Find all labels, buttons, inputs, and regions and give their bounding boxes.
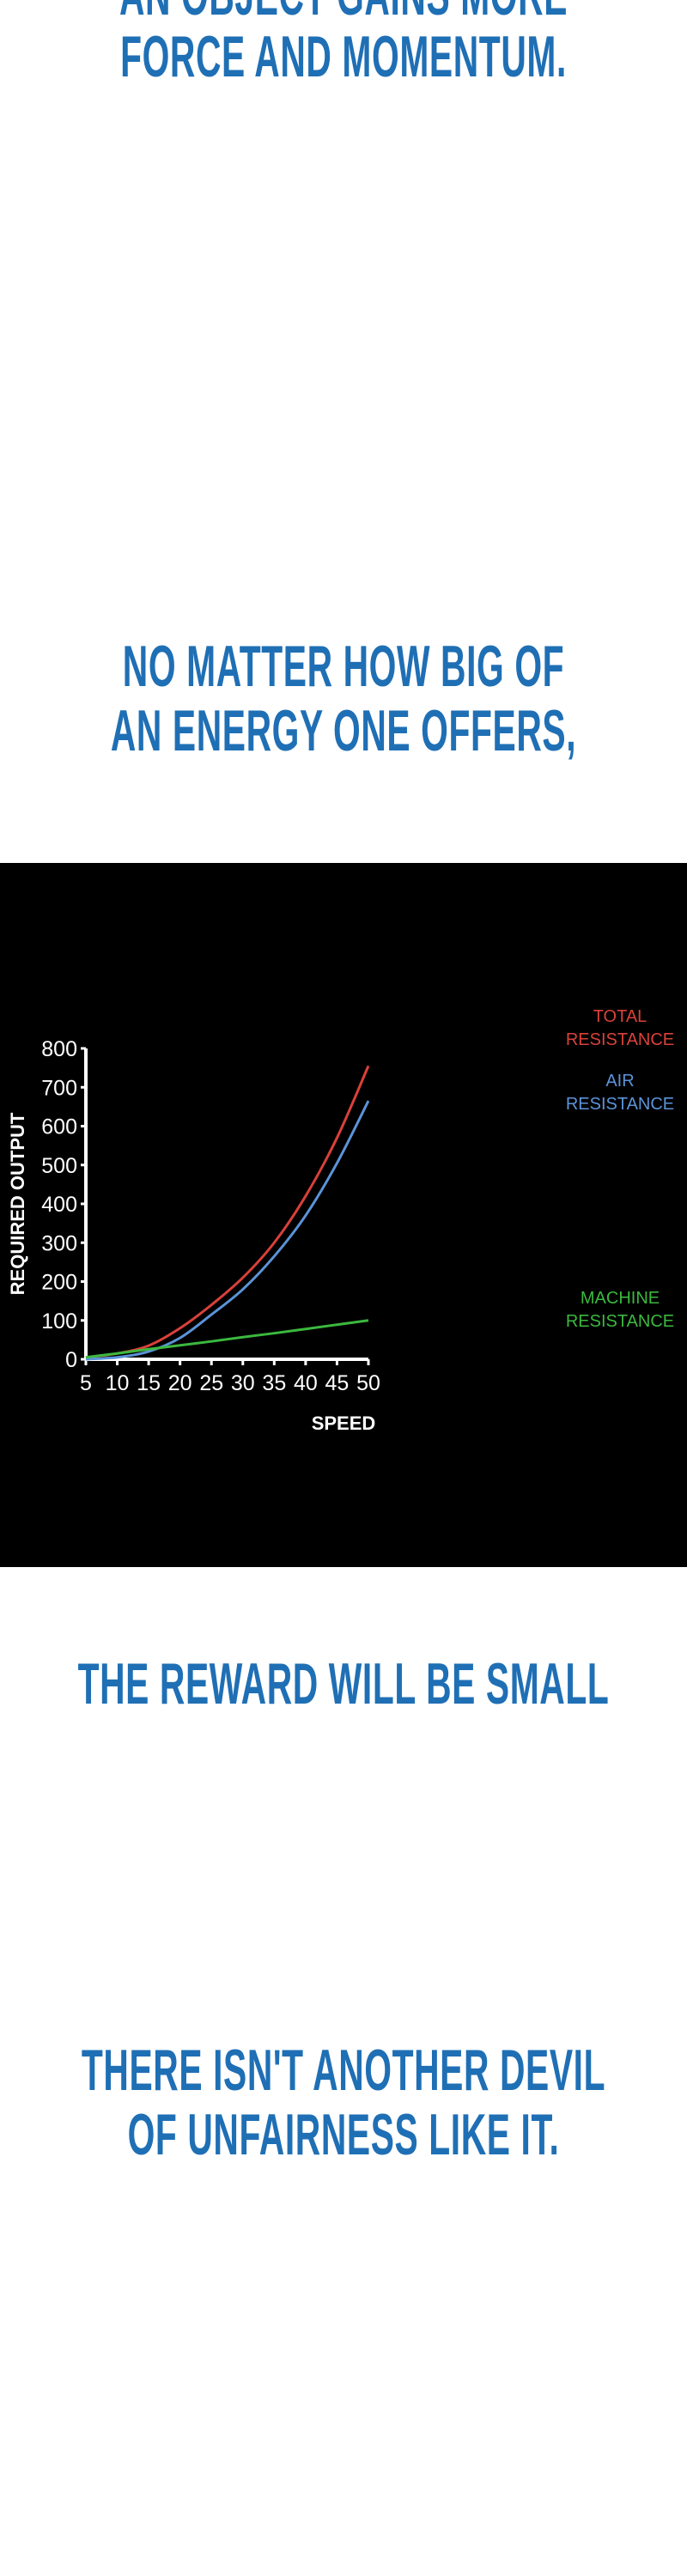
x-tick-label: 10	[106, 1371, 130, 1395]
caption-top-partial: AN OBJECT GAINS MORE	[0, 0, 687, 26]
series-label: RESISTANCE	[566, 1312, 674, 1331]
series-line-total-resistance	[85, 1065, 370, 1359]
series-label: RESISTANCE	[566, 1095, 674, 1114]
series-line-air-resistance	[85, 1100, 370, 1361]
caption-top: FORCE AND MOMENTUM.	[120, 24, 567, 89]
x-tick-label: 25	[199, 1371, 223, 1395]
x-tick-label: 5	[80, 1371, 92, 1395]
chart-panel: REQUIRED OUTPUT SPEED 0 100 200 300 400 500 60…	[0, 863, 687, 1567]
series-label: TOTAL	[593, 1007, 647, 1026]
series-label: AIR	[605, 1072, 634, 1091]
y-tick-label: 400	[41, 1193, 77, 1217]
caption-third: THE REWARD WILL BE SMALL	[77, 1651, 610, 1716]
caption-second-line2: AN ENERGY ONE OFFERS,	[110, 698, 577, 763]
x-tick-label: 15	[137, 1371, 161, 1395]
y-tick-label: 800	[41, 1037, 77, 1061]
chart: REQUIRED OUTPUT SPEED 0 100 200 300 400 500 60…	[7, 1007, 674, 1434]
y-tick-label: 0	[65, 1348, 77, 1372]
y-tick-label: 300	[41, 1231, 77, 1255]
x-tick-label: 50	[356, 1371, 380, 1395]
y-tick-label: 700	[41, 1076, 77, 1100]
x-tick-label: 20	[168, 1371, 192, 1395]
x-tick-label: 45	[325, 1371, 350, 1395]
y-tick-label: 100	[41, 1309, 77, 1334]
series-line-machine-resistance	[85, 1319, 369, 1359]
caption-fourth-line2: OF UNFAIRNESS LIKE IT.	[127, 2102, 560, 2167]
y-tick-label: 600	[41, 1115, 77, 1139]
x-tick-label: 40	[294, 1371, 318, 1395]
y-axis-label: REQUIRED OUTPUT	[7, 1112, 28, 1295]
y-tick-label: 200	[41, 1271, 77, 1295]
x-axis-label: SPEED	[312, 1413, 376, 1434]
series-label: MACHINE	[581, 1289, 660, 1308]
x-tick-label: 35	[262, 1371, 286, 1395]
series-label: RESISTANCE	[566, 1030, 674, 1049]
caption-second-line1: NO MATTER HOW BIG OF	[122, 634, 565, 699]
caption-fourth-line1: THERE ISN'T ANOTHER DEVIL	[81, 2038, 606, 2103]
y-tick-label: 500	[41, 1154, 77, 1178]
x-tick-label: 30	[231, 1371, 255, 1395]
